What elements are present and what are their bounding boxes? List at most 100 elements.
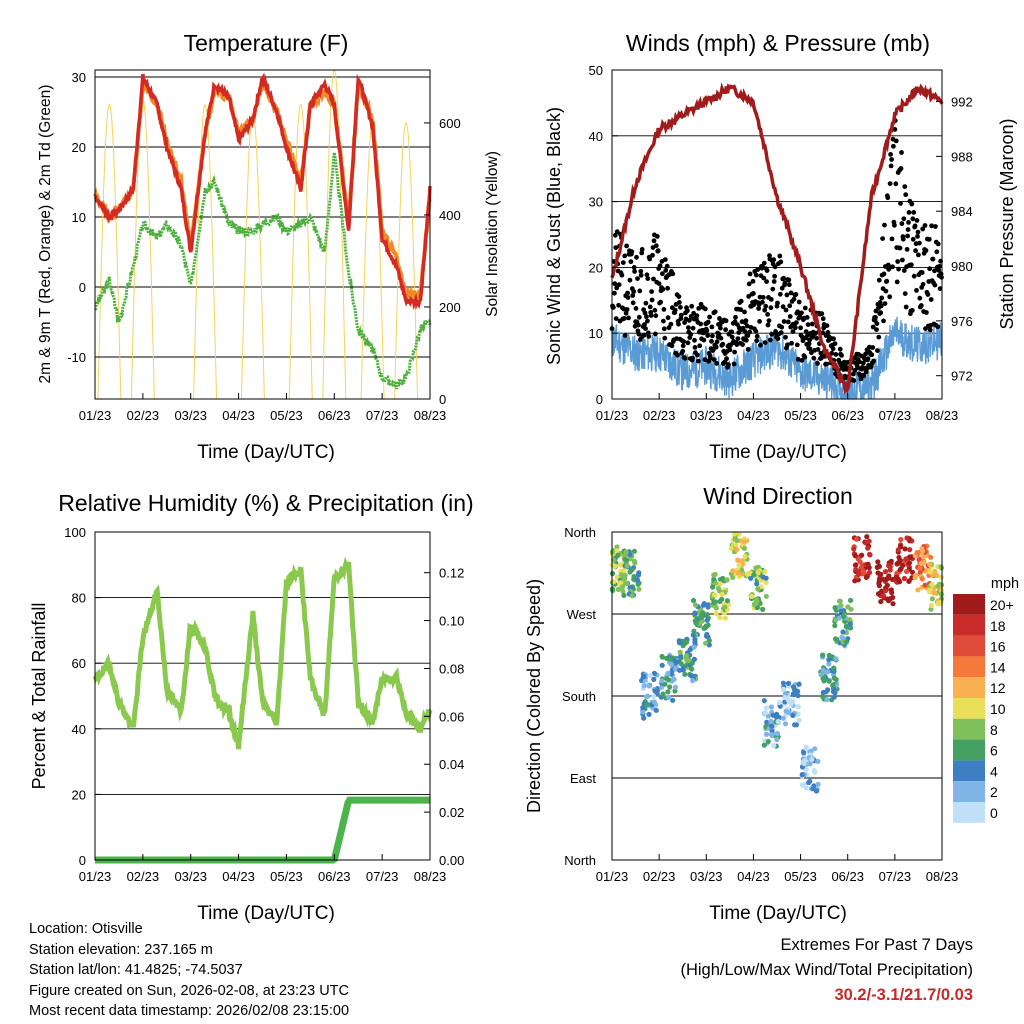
gust-point bbox=[678, 312, 684, 318]
direction-point bbox=[929, 582, 935, 588]
direction-point bbox=[897, 560, 903, 566]
direction-point bbox=[730, 568, 736, 574]
gust-point bbox=[910, 236, 916, 242]
gust-point bbox=[906, 210, 912, 215]
gust-point bbox=[797, 314, 803, 320]
gust-point bbox=[726, 362, 731, 367]
direction-y-tick-label: North bbox=[564, 853, 596, 868]
direction-point bbox=[627, 569, 633, 575]
direction-point bbox=[904, 568, 910, 575]
direction-point bbox=[751, 572, 757, 578]
gust-point bbox=[925, 292, 931, 297]
direction-point bbox=[715, 585, 722, 592]
direction-point bbox=[703, 623, 709, 629]
gust-point bbox=[625, 290, 630, 296]
gust-point bbox=[935, 241, 941, 247]
direction-point bbox=[877, 577, 883, 583]
gust-point bbox=[887, 181, 893, 187]
gust-point bbox=[819, 311, 825, 317]
gust-point bbox=[775, 336, 781, 342]
gust-point bbox=[831, 336, 836, 342]
direction-point bbox=[763, 705, 769, 711]
gust-point bbox=[616, 302, 621, 308]
gust-point bbox=[661, 326, 667, 332]
gust-point bbox=[804, 315, 810, 320]
gust-point bbox=[753, 328, 759, 334]
direction-point bbox=[832, 636, 839, 642]
direction-point bbox=[782, 721, 789, 727]
direction-y-tick-label: North bbox=[564, 525, 596, 540]
gust-point bbox=[909, 262, 914, 268]
winds-y2-tick-label: 980 bbox=[951, 259, 973, 274]
direction-point bbox=[692, 636, 698, 643]
direction-y-label: Direction (Colored By Speed) bbox=[524, 579, 544, 813]
gust-point bbox=[779, 324, 785, 330]
gust-point bbox=[870, 324, 876, 330]
winds-x-tick-label: 02/23 bbox=[643, 408, 676, 423]
direction-point bbox=[795, 693, 801, 699]
gust-point bbox=[771, 257, 777, 263]
direction-point bbox=[627, 551, 633, 558]
direction-point bbox=[922, 582, 928, 588]
direction-point bbox=[927, 561, 933, 567]
gust-point bbox=[637, 288, 643, 294]
gust-point bbox=[698, 321, 703, 327]
humidity-title: Relative Humidity (%) & Precipitation (i… bbox=[58, 490, 473, 516]
winds-y2-tick-label: 988 bbox=[951, 149, 973, 164]
humidity-y-tick-label: 60 bbox=[72, 656, 86, 671]
gust-point bbox=[668, 321, 674, 327]
gust-point bbox=[935, 324, 941, 330]
extremes-box: Extremes For Past 7 Days (High/Low/Max W… bbox=[680, 933, 973, 1008]
gust-point bbox=[645, 276, 651, 281]
direction-point bbox=[662, 681, 668, 687]
gust-point bbox=[690, 355, 695, 361]
gust-point bbox=[744, 323, 750, 329]
winds-y2-tick-label: 992 bbox=[951, 95, 973, 110]
winds-y2-tick-label: 984 bbox=[951, 204, 973, 219]
direction-point bbox=[812, 746, 818, 752]
direction-point bbox=[783, 708, 789, 714]
gust-point bbox=[922, 223, 928, 228]
gust-point bbox=[806, 341, 812, 347]
gust-point bbox=[664, 263, 670, 269]
gust-point bbox=[936, 267, 942, 273]
winds-x-tick-label: 07/23 bbox=[879, 408, 912, 423]
humidity-y2-tick-label: 0.06 bbox=[439, 709, 464, 724]
direction-point bbox=[724, 598, 731, 604]
gust-point bbox=[887, 294, 893, 300]
legend-swatch bbox=[953, 594, 985, 615]
direction-point bbox=[825, 687, 831, 693]
gust-point bbox=[670, 271, 676, 277]
humidity-plot-frame bbox=[94, 531, 431, 861]
direction-point bbox=[769, 723, 775, 729]
direction-point bbox=[826, 657, 832, 663]
gust-point bbox=[803, 329, 809, 334]
gust-point bbox=[909, 308, 915, 313]
gust-point bbox=[915, 229, 921, 235]
legend-label: 4 bbox=[990, 763, 998, 779]
direction-point bbox=[855, 571, 862, 578]
gust-point bbox=[762, 340, 768, 345]
gust-point bbox=[885, 195, 891, 201]
gust-point bbox=[764, 279, 769, 284]
gust-point bbox=[891, 143, 896, 149]
direction-point bbox=[678, 661, 684, 667]
gust-point bbox=[783, 334, 788, 340]
humidity-x-tick-label: 06/23 bbox=[318, 869, 351, 884]
gust-point bbox=[802, 305, 808, 311]
direction-point bbox=[796, 681, 802, 687]
extremes-subtitle: (High/Low/Max Wind/Total Precipitation) bbox=[680, 961, 973, 979]
direction-point bbox=[711, 592, 718, 598]
direction-point bbox=[907, 554, 913, 561]
humidity-y-tick-label: 40 bbox=[72, 722, 86, 737]
direction-point bbox=[815, 758, 821, 765]
direction-point bbox=[931, 590, 937, 596]
gust-point bbox=[796, 299, 802, 305]
gust-point bbox=[649, 297, 655, 303]
direction-point bbox=[838, 603, 844, 609]
direction-point bbox=[935, 583, 941, 590]
gust-point bbox=[771, 279, 777, 284]
direction-point bbox=[666, 694, 672, 701]
temperature-y2-tick-label: 0 bbox=[439, 392, 446, 407]
gust-point bbox=[864, 366, 869, 372]
